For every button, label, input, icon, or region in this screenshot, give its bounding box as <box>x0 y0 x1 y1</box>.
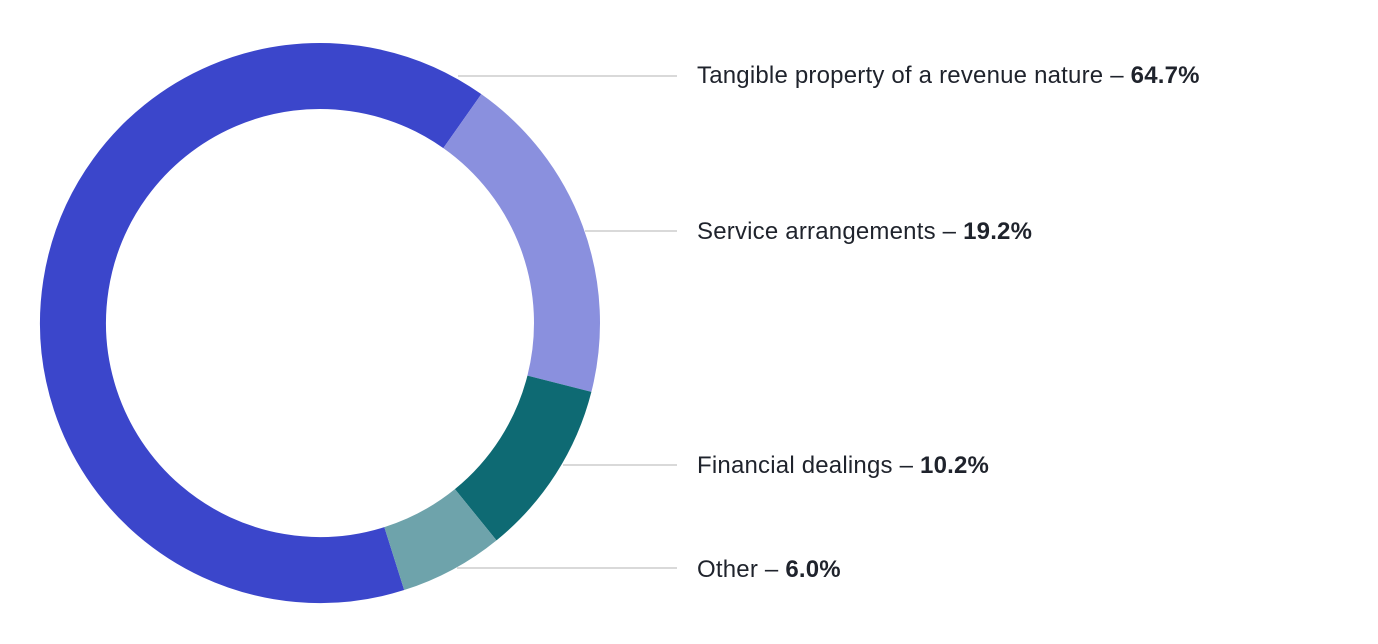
separator-dash: – <box>1110 62 1124 89</box>
callout-label: Financial dealings – 10.2% <box>697 452 989 480</box>
callout-label: Service arrangements – 19.2% <box>697 218 1032 246</box>
segment-value: 64.7% <box>1130 62 1200 89</box>
leader-line <box>563 464 677 466</box>
leader-line <box>457 567 677 569</box>
segment-label: Service arrangements <box>697 218 936 245</box>
separator-dash: – <box>942 218 957 245</box>
segment-value: 19.2% <box>963 218 1033 245</box>
segment-label: Financial dealings <box>697 452 893 479</box>
segment-value: 10.2% <box>920 452 990 479</box>
leader-line <box>585 230 677 232</box>
separator-dash: – <box>899 452 914 479</box>
donut-segment-0 <box>40 43 482 603</box>
callout-label: Tangible property of a revenue nature – … <box>697 62 1200 90</box>
separator-dash: – <box>764 556 779 583</box>
segment-label: Other <box>697 556 759 583</box>
segment-label: Tangible property of a revenue nature <box>697 62 1104 89</box>
donut-segment-1 <box>442 94 600 392</box>
segment-value: 6.0% <box>785 556 841 583</box>
donut-segment-3 <box>383 488 497 591</box>
leader-line <box>458 75 677 77</box>
callout-label: Other – 6.0% <box>697 556 841 584</box>
donut-segment-2 <box>454 374 592 541</box>
